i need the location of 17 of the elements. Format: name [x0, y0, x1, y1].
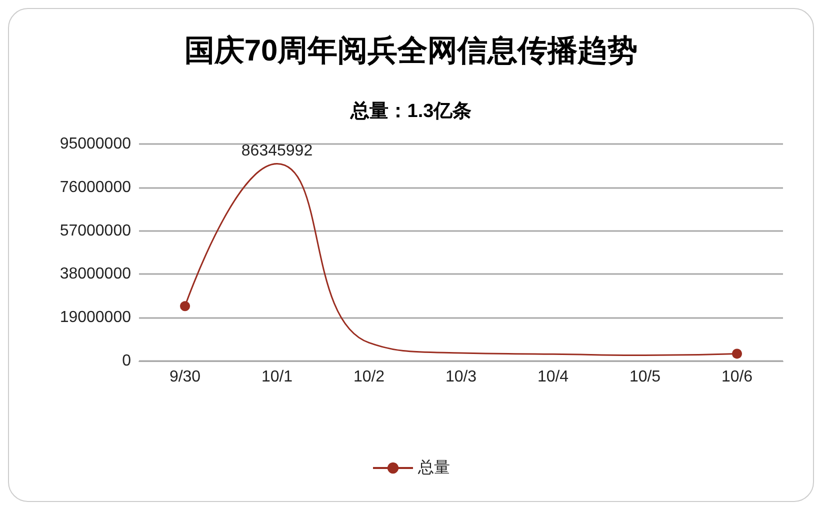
x-tick-label: 10/2 — [353, 368, 385, 386]
y-tick-label: 76000000 — [60, 178, 132, 196]
data-label: 86345992 — [241, 142, 313, 160]
chart-title: 国庆70周年阅兵全网信息传播趋势 — [184, 34, 638, 68]
x-tick-label: 10/5 — [629, 368, 661, 386]
chart-subtitle: 总量：1.3亿条 — [349, 100, 472, 122]
y-tick-label: 19000000 — [60, 309, 132, 326]
x-tick-label: 10/4 — [537, 368, 569, 386]
legend-label: 总量 — [417, 458, 450, 476]
y-tick-label: 95000000 — [60, 136, 132, 152]
y-tick-label: 38000000 — [60, 266, 132, 283]
x-tick-label: 10/1 — [261, 368, 293, 386]
x-tick-label: 10/3 — [445, 368, 477, 386]
y-tick-label: 0 — [122, 352, 132, 370]
y-tick-label: 57000000 — [60, 222, 132, 240]
x-tick-label: 9/30 — [169, 368, 201, 386]
x-tick-label: 10/6 — [721, 368, 753, 386]
